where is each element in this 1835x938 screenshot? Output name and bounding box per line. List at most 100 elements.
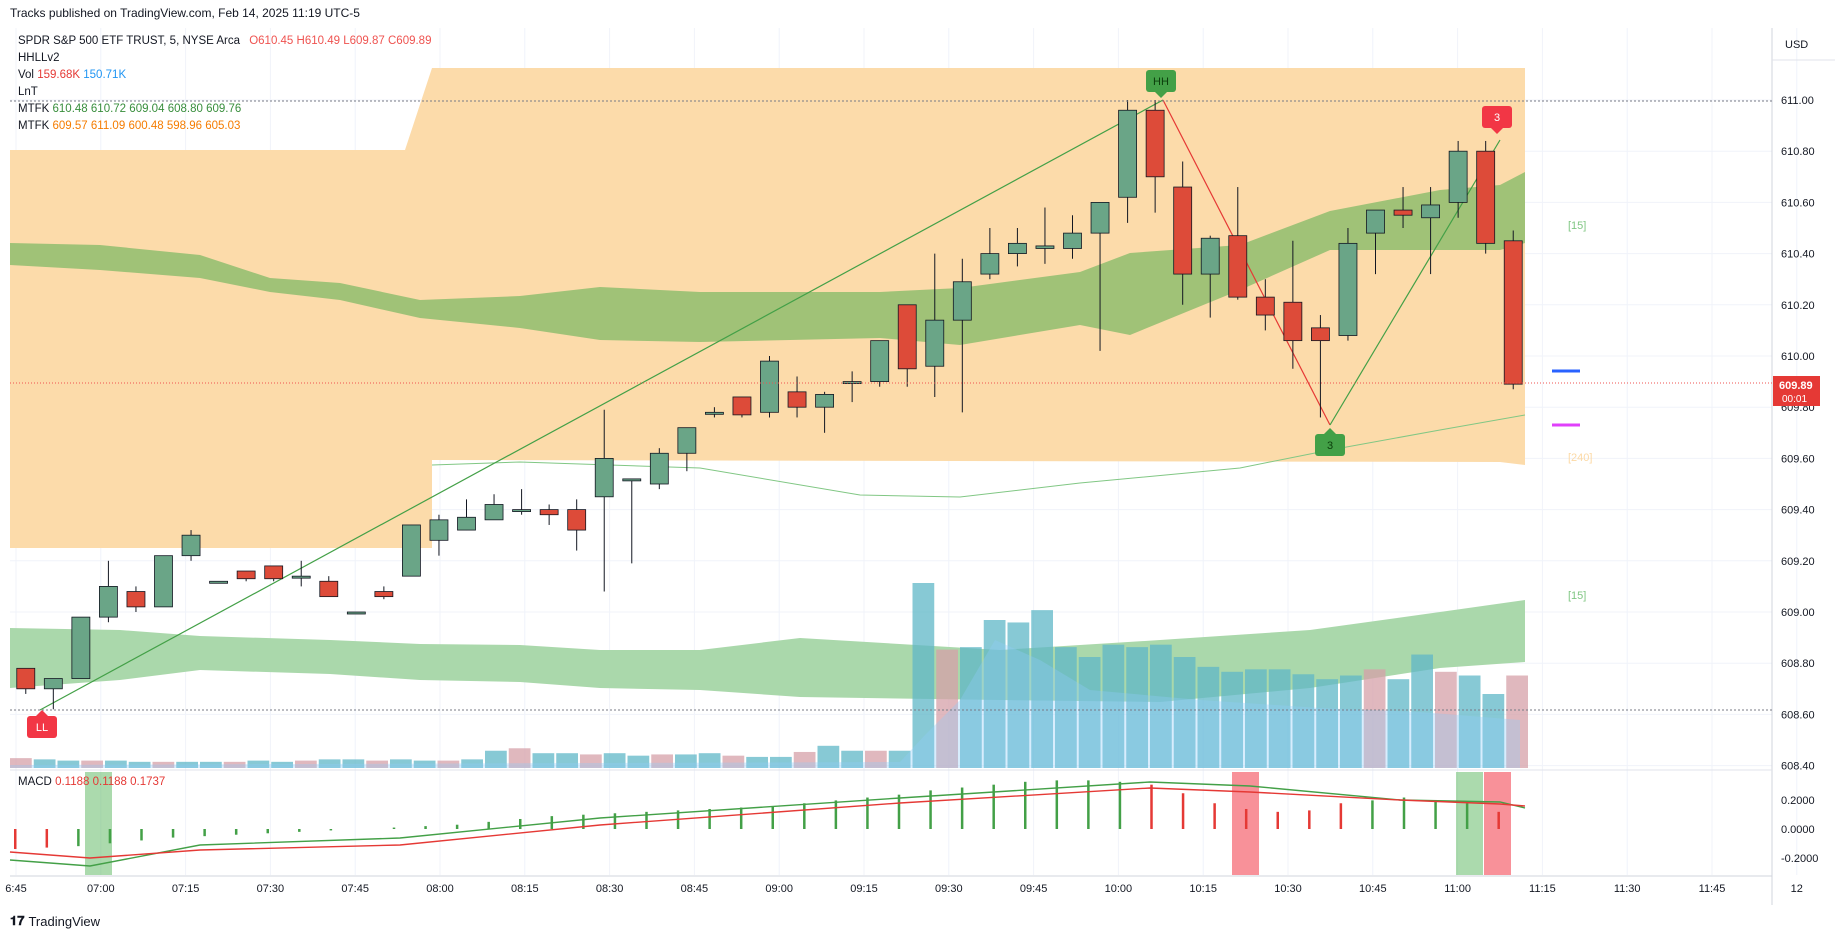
time-tick-label: 08:15 xyxy=(511,883,539,895)
candle-body xyxy=(677,427,697,454)
mtfk1-v5: 609.76 xyxy=(206,103,242,115)
price-tick-label: 611.00 xyxy=(1781,95,1814,107)
macd-v1: 0.1188 xyxy=(55,776,90,788)
volume-bar xyxy=(485,750,507,768)
candle-body xyxy=(787,391,807,408)
legend-mtfk1-row[interactable]: MTFK 610.48 610.72 609.04 608.80 609.76 xyxy=(18,101,431,118)
time-tick-label: 09:15 xyxy=(850,883,878,895)
time-tick-label: 11:30 xyxy=(1614,883,1641,895)
volume-bar xyxy=(366,760,388,768)
candle-body xyxy=(43,678,63,690)
legend-mtfk2-row[interactable]: MTFK 609.57 611.09 600.48 598.96 605.03 xyxy=(18,118,431,135)
volume-bar xyxy=(1435,671,1457,768)
high-value: H610.49 xyxy=(296,35,341,47)
volume-ma-area xyxy=(10,640,1520,768)
macd-histogram-bar xyxy=(140,829,143,841)
ll-marker: LL xyxy=(27,710,57,738)
macd-histogram-bar xyxy=(1308,810,1311,829)
candle-body xyxy=(1476,150,1496,244)
volume-bar xyxy=(865,750,887,768)
volume-bar xyxy=(817,745,840,768)
green-band xyxy=(10,172,1525,345)
mtfk1-label: MTFK xyxy=(18,103,50,115)
candle-body xyxy=(1393,209,1413,216)
tf15-label-b: [15] xyxy=(1568,590,1586,602)
open-value: O610.45 xyxy=(249,35,294,47)
candle-body xyxy=(1035,245,1055,249)
time-tick-label: 08:00 xyxy=(426,883,454,895)
time-tick-label: 11:15 xyxy=(1529,883,1556,895)
hh-marker-bg xyxy=(1146,70,1176,92)
price-tick-label: 608.60 xyxy=(1781,709,1815,721)
legend-lnt[interactable]: LnT xyxy=(18,86,38,98)
price-tick-label: 609.00 xyxy=(1781,607,1815,619)
macd-histogram-bar xyxy=(645,811,648,829)
volume-bar xyxy=(1482,694,1505,768)
hh-marker: HH xyxy=(1146,70,1176,98)
legend-hhll[interactable]: HHLLv2 xyxy=(18,52,60,64)
volume-bar xyxy=(57,760,80,768)
macd-histogram-bar xyxy=(992,784,995,829)
zigzag-up-2 xyxy=(1329,139,1501,426)
candle-body xyxy=(567,509,587,531)
macd-histogram-bar xyxy=(771,806,774,829)
price-tick-label: 609.20 xyxy=(1781,556,1815,568)
volume-bar xyxy=(1340,675,1362,768)
footer-brand[interactable]: 𝟏𝟕 TradingView xyxy=(10,913,100,929)
mtfk1-v3: 609.04 xyxy=(129,103,165,115)
time-tick-label: 07:00 xyxy=(87,883,115,895)
volume-bar xyxy=(437,760,460,768)
volume-bar xyxy=(912,583,935,768)
macd-histogram-bar xyxy=(834,800,838,829)
top-three-marker: 3 xyxy=(1482,106,1512,134)
volume-bar xyxy=(651,754,673,768)
macd-histogram-bar xyxy=(613,813,617,829)
macd-histogram-bar xyxy=(171,829,175,838)
mtfk1-v2: 610.72 xyxy=(90,103,127,115)
time-tick-label: 08:30 xyxy=(596,883,624,895)
volume-bar xyxy=(627,755,650,768)
volume-bar xyxy=(413,760,436,768)
candle-body xyxy=(870,340,890,383)
candle-body xyxy=(1255,296,1275,316)
macd-v2: 0.1188 xyxy=(92,776,127,788)
candle-body xyxy=(291,575,311,579)
macd-histogram-bar xyxy=(708,808,711,829)
volume-bar xyxy=(390,759,412,768)
mtfk2-v5: 605.03 xyxy=(205,120,241,132)
volume-bar xyxy=(1102,644,1125,768)
candle-body xyxy=(1008,242,1027,255)
macd-histogram-bar xyxy=(519,818,522,829)
volume-bar xyxy=(580,754,602,768)
volume-bar xyxy=(152,761,175,768)
symbol-name[interactable]: SPDR S&P 500 ETF TRUST, 5, NYSE Arca xyxy=(18,35,240,47)
volume-bar xyxy=(10,758,32,768)
volume-bar xyxy=(318,759,341,768)
macd-histogram-bar xyxy=(866,797,869,829)
hh-marker-text: HH xyxy=(1153,76,1169,88)
bottom-three-marker-bg xyxy=(1315,434,1345,456)
time-tick-label: 09:30 xyxy=(935,883,963,895)
macd-tick-label: 0.2000 xyxy=(1781,795,1815,807)
volume-bar xyxy=(342,759,365,768)
zigzag-up-1 xyxy=(39,99,1164,711)
close-value: C609.89 xyxy=(388,35,432,47)
macd-histogram-bar xyxy=(1150,784,1153,829)
volume-bar xyxy=(532,753,555,768)
macd-histogram-bar xyxy=(897,794,901,829)
volume-bar xyxy=(81,760,103,768)
candle-body xyxy=(1503,240,1523,385)
price-tick-label: 610.60 xyxy=(1781,197,1815,209)
candle-body xyxy=(1338,242,1358,336)
volume-bar xyxy=(1292,674,1315,768)
volume-bar xyxy=(1316,679,1338,768)
published-header: Tracks published on TradingView.com, Feb… xyxy=(10,6,360,20)
macd-legend[interactable]: MACD 0.1188 0.1188 0.1737 xyxy=(18,776,165,788)
legend-vol-row[interactable]: Vol 159.68K 150.71K xyxy=(18,67,431,84)
volume-bar xyxy=(1268,669,1291,768)
candles xyxy=(16,100,1523,710)
volume-bar xyxy=(793,751,816,768)
volume-bar xyxy=(1387,679,1410,768)
candle-body xyxy=(952,281,972,321)
